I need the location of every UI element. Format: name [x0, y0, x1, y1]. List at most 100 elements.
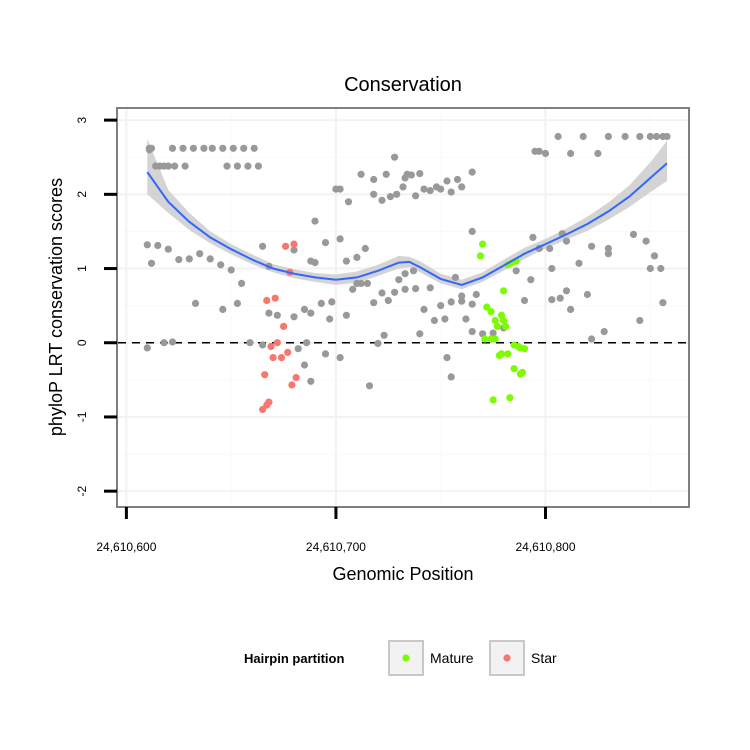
point-other	[567, 305, 575, 313]
point-star	[273, 339, 281, 347]
point-other	[303, 339, 311, 347]
point-other	[233, 162, 241, 170]
point-other	[168, 338, 177, 346]
point-other	[171, 162, 179, 170]
point-other	[250, 144, 258, 152]
point-mature	[481, 335, 489, 343]
point-other	[175, 256, 183, 264]
point-other	[181, 162, 189, 170]
point-other	[588, 242, 596, 250]
point-other	[342, 257, 350, 265]
point-other	[403, 170, 411, 178]
point-other	[621, 132, 629, 141]
point-star	[271, 294, 279, 302]
point-other	[357, 279, 365, 287]
series-mature	[476, 240, 529, 404]
point-other	[548, 264, 556, 273]
y-tick-label: -1	[75, 411, 89, 422]
point-other	[636, 132, 644, 141]
series-star	[259, 240, 300, 414]
point-other	[395, 276, 403, 284]
point-other	[273, 311, 281, 319]
point-mature	[483, 303, 491, 311]
point-other	[588, 335, 596, 343]
confidence-ribbon	[147, 138, 668, 290]
point-mature	[500, 316, 508, 325]
point-other	[380, 331, 388, 339]
point-other	[426, 284, 434, 292]
legend: Hairpin partition Mature Star	[244, 640, 557, 676]
point-other	[290, 246, 298, 254]
point-other	[629, 230, 638, 238]
point-mature	[520, 345, 529, 353]
point-other	[527, 276, 535, 284]
legend-dot-mature	[402, 654, 410, 662]
point-other	[206, 255, 214, 263]
point-mature	[500, 287, 508, 295]
point-other	[370, 299, 378, 307]
confidence-ribbon-layer	[147, 138, 668, 290]
point-other	[646, 132, 654, 141]
point-other	[246, 339, 254, 347]
point-other	[147, 259, 156, 267]
point-other	[393, 190, 401, 198]
point-mature	[491, 316, 499, 325]
chart-title: Conservation	[344, 74, 462, 96]
point-other	[219, 144, 227, 152]
legend-item-mature: Mature	[388, 640, 474, 676]
point-other	[307, 309, 315, 317]
point-other	[200, 144, 208, 152]
point-mature	[510, 365, 518, 373]
point-other	[575, 259, 583, 267]
point-mature	[514, 342, 522, 351]
point-other	[535, 147, 543, 155]
point-other	[541, 149, 550, 158]
point-star	[259, 405, 267, 414]
point-other	[562, 237, 571, 245]
point-other	[432, 183, 441, 191]
point-other	[401, 285, 409, 293]
point-other	[458, 183, 466, 191]
point-star	[280, 322, 288, 330]
point-other	[636, 316, 644, 325]
point-other	[152, 162, 160, 170]
point-mature	[479, 240, 487, 248]
point-other	[447, 298, 455, 306]
point-other	[233, 299, 241, 307]
point-other	[378, 196, 386, 204]
y-tick-label: 1	[75, 265, 89, 272]
point-other	[168, 144, 177, 152]
point-other	[317, 299, 325, 307]
point-other	[384, 296, 392, 305]
x-axis: 24,610,600 24,610,700 24,610,800	[96, 507, 576, 554]
point-other	[426, 187, 434, 195]
point-other	[451, 273, 459, 281]
point-other	[259, 242, 267, 250]
point-other	[154, 241, 162, 250]
point-other	[441, 315, 449, 323]
point-other	[321, 350, 330, 358]
point-other	[420, 305, 428, 313]
point-star	[277, 354, 286, 362]
point-other	[365, 382, 374, 390]
point-other	[185, 255, 193, 263]
point-other	[468, 300, 476, 308]
point-other	[583, 290, 592, 299]
point-other	[189, 144, 197, 152]
point-other	[259, 341, 267, 349]
point-other	[468, 328, 476, 336]
legend-label-star: Star	[531, 650, 557, 666]
x-tick-label: 24,610,800	[515, 540, 575, 554]
point-other	[143, 241, 151, 249]
point-other	[401, 270, 409, 278]
point-other	[650, 252, 659, 260]
point-other	[336, 354, 344, 362]
point-other	[164, 245, 172, 253]
point-mature	[487, 335, 495, 343]
point-other	[548, 296, 556, 304]
point-other	[217, 261, 225, 269]
point-other	[529, 233, 537, 241]
y-tick-label: -2	[75, 485, 89, 496]
point-other	[489, 329, 497, 337]
point-other	[307, 377, 315, 385]
